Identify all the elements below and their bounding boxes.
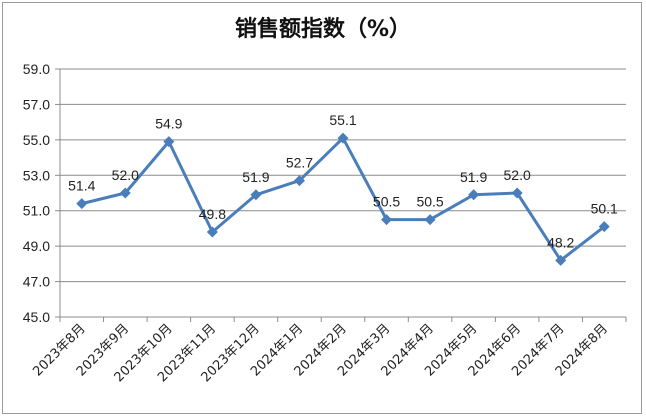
data-point — [511, 187, 523, 199]
data-label: 48.2 — [547, 234, 574, 250]
data-point — [293, 175, 305, 187]
data-label: 50.5 — [373, 194, 400, 210]
data-point — [76, 198, 88, 210]
y-tick-label: 53.0 — [23, 167, 50, 183]
data-label: 50.5 — [416, 194, 443, 210]
data-point — [468, 189, 480, 201]
axes — [55, 68, 627, 322]
data-label: 51.9 — [242, 169, 269, 185]
data-point — [163, 136, 175, 148]
data-label: 55.1 — [329, 112, 356, 128]
data-point — [337, 132, 349, 144]
data-point — [119, 187, 131, 199]
data-label: 50.1 — [591, 201, 618, 217]
y-tick-label: 47.0 — [23, 274, 50, 290]
data-label: 52.0 — [504, 167, 531, 183]
data-point — [598, 221, 610, 233]
data-point — [424, 214, 436, 226]
y-tick-label: 57.0 — [23, 96, 50, 112]
series-group — [76, 132, 610, 266]
data-label: 49.8 — [199, 206, 226, 222]
data-label: 51.4 — [68, 178, 95, 194]
y-tick-label: 51.0 — [23, 203, 50, 219]
chart-frame — [2, 2, 642, 414]
data-label: 54.9 — [155, 116, 182, 132]
data-point — [250, 189, 262, 201]
gridlines — [60, 68, 626, 283]
data-point — [206, 226, 218, 238]
chart-title: 销售额指数（%） — [235, 16, 411, 42]
y-tick-label: 49.0 — [23, 238, 50, 254]
x-tick-labels: 2023年8月2023年9月2023年10月2023年11月2023年12月20… — [30, 321, 611, 385]
data-point — [555, 254, 567, 266]
y-tick-label: 59.0 — [23, 61, 50, 77]
data-label: 52.0 — [112, 167, 139, 183]
data-label: 52.7 — [286, 155, 313, 171]
data-label: 51.9 — [460, 169, 487, 185]
y-tick-labels: 45.0 47.0 49.0 51.0 53.0 55.0 57.0 59.0 — [23, 61, 50, 325]
data-point — [381, 214, 393, 226]
y-tick-label: 55.0 — [23, 132, 50, 148]
y-tick-label: 45.0 — [23, 309, 50, 325]
data-labels: 51.4 52.0 54.9 49.8 51.9 52.7 55.1 50.5 50.5 51.9… — [68, 112, 618, 250]
series-line — [81, 136, 606, 262]
